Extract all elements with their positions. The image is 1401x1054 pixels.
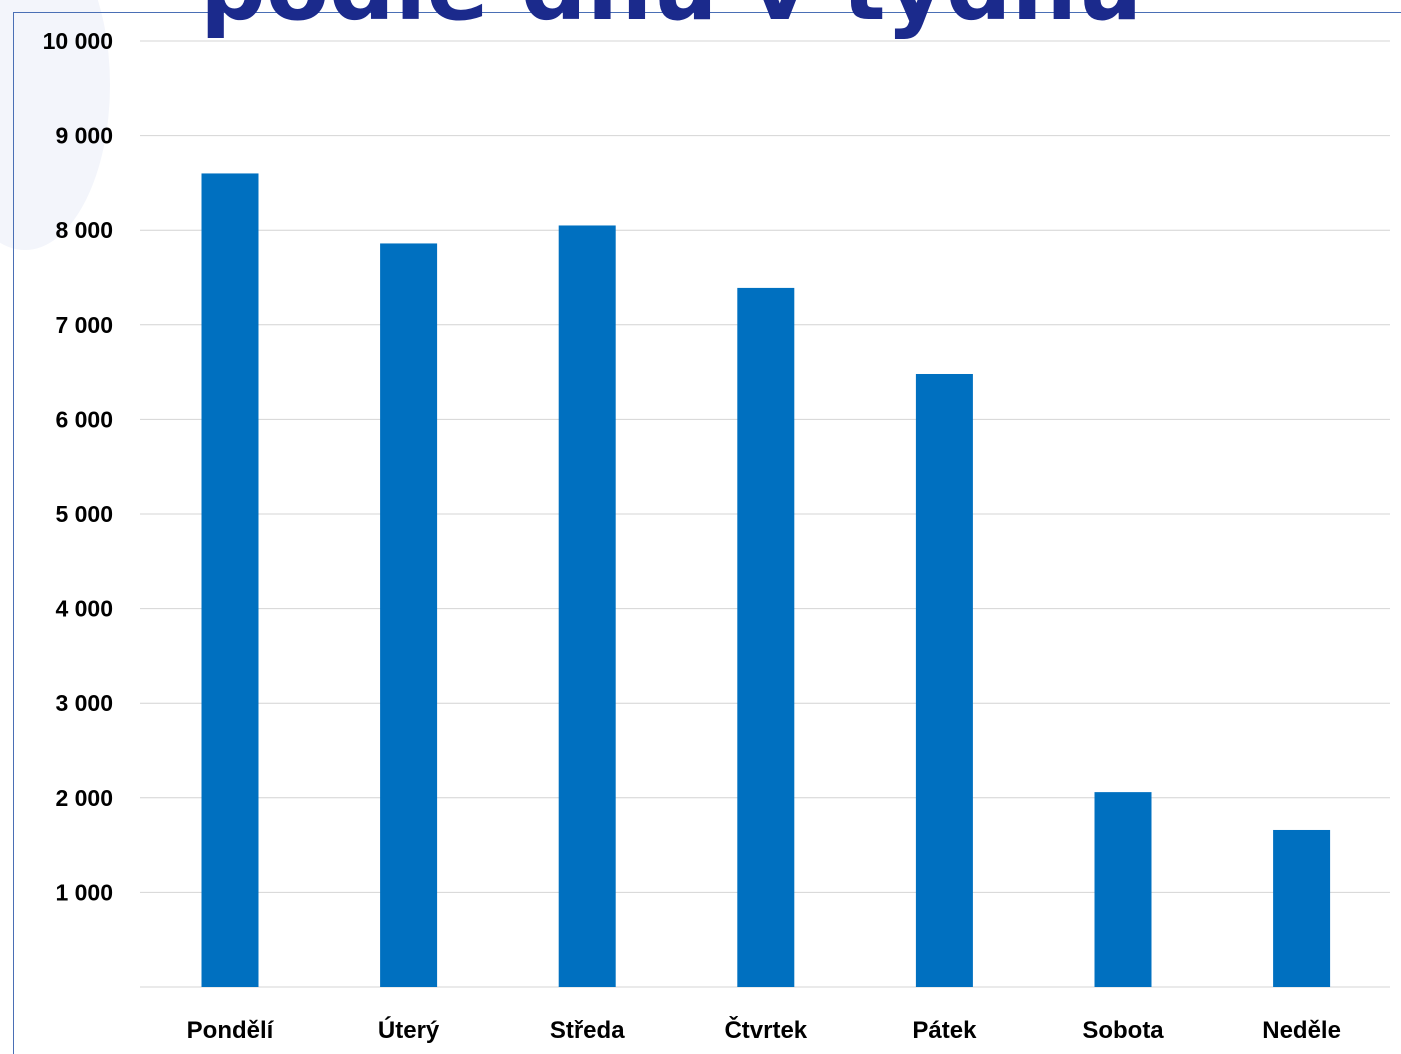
chart-frame xyxy=(13,12,1401,1054)
y-tick-label: 3 000 xyxy=(55,690,113,716)
slide-title-fragment: podle dnů v týdnu xyxy=(200,0,1143,34)
y-tick-label: 8 000 xyxy=(55,217,113,243)
x-category-label: Pátek xyxy=(912,1017,977,1044)
bar xyxy=(201,173,259,987)
x-category-label: Úterý xyxy=(378,1016,440,1044)
bar xyxy=(1273,829,1331,987)
y-axis-ticks: 1 000 2 000 3 000 4 000 5 000 6 000 7 000 8 000… xyxy=(43,28,113,905)
bar xyxy=(380,243,438,988)
x-category-label: Neděle xyxy=(1262,1017,1341,1044)
bar xyxy=(558,225,616,988)
bars xyxy=(201,173,1331,988)
x-category-label: Středa xyxy=(550,1017,625,1044)
bar xyxy=(915,373,973,987)
y-tick-label: 4 000 xyxy=(55,596,113,622)
y-tick-label: 10 000 xyxy=(43,28,113,54)
y-tick-label: 1 000 xyxy=(55,879,113,905)
y-tick-label: 6 000 xyxy=(55,406,113,432)
y-tick-label: 2 000 xyxy=(55,785,113,811)
x-category-label: Pondělí xyxy=(187,1017,275,1044)
x-category-label: Čtvrtek xyxy=(724,1016,807,1044)
x-category-label: Sobota xyxy=(1082,1017,1164,1044)
x-axis-categories: Pondělí Úterý Středa Čtvrtek Pátek Sobota Nedě… xyxy=(187,1016,1341,1044)
bar xyxy=(1094,792,1152,987)
bar xyxy=(737,287,795,987)
y-tick-label: 9 000 xyxy=(55,123,113,149)
y-tick-label: 5 000 xyxy=(55,501,113,527)
y-tick-label: 7 000 xyxy=(55,312,113,338)
